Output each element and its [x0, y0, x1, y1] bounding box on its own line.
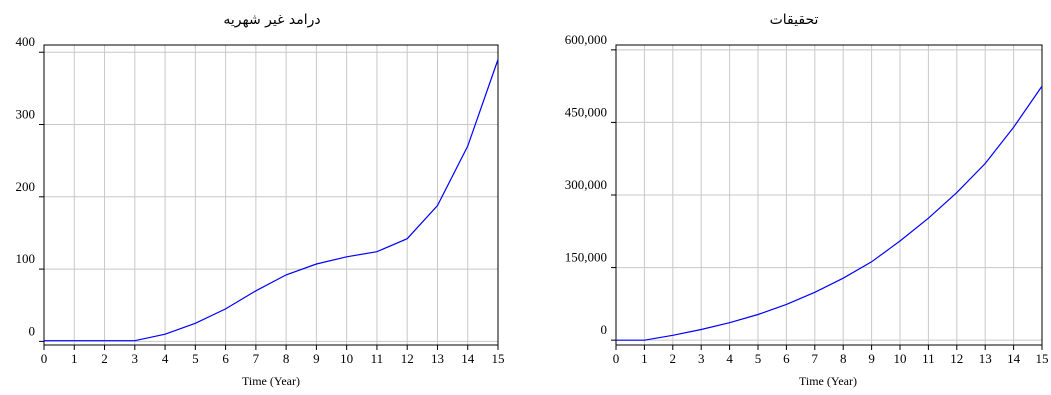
chart-non-tuition-income-svg: درامد غیر شهریه Time (Year) 0 1 2 3 4 5 6 7 8 9 10…: [16, 12, 505, 388]
x-tick-label: 1: [71, 351, 78, 366]
y-tick-label: 450,000: [565, 104, 607, 119]
series-line: [616, 85, 1043, 341]
y-tick-label: 200: [16, 179, 36, 194]
y-tick-label: 0: [601, 322, 608, 337]
x-tick-label: 11: [371, 351, 384, 366]
chart-non-tuition-income: درامد غیر شهریه Time (Year) 0 1 2 3 4 5 6 7 8 9 10…: [0, 0, 520, 390]
x-tick-label: 8: [283, 351, 290, 366]
x-tick-label: 3: [698, 351, 705, 366]
chart-title: تحقیقات: [770, 12, 819, 28]
x-axis-label: Time (Year): [799, 374, 857, 388]
x-tick-label: 9: [313, 351, 320, 366]
y-tick-label: 0: [29, 323, 36, 338]
plot-frame: [43, 44, 499, 346]
x-tick-label: 5: [755, 351, 762, 366]
x-tick-label: 10: [894, 351, 907, 366]
x-tick-label: 14: [461, 351, 475, 366]
y-tick-label: 300,000: [565, 177, 607, 192]
x-tick-label: 13: [979, 351, 992, 366]
y-tick-label: 100: [16, 251, 36, 266]
x-tick-label: 9: [868, 351, 875, 366]
y-tick-label: 600,000: [565, 32, 607, 47]
x-tick-label: 12: [950, 351, 963, 366]
y-tick-label: 300: [16, 107, 36, 122]
x-tick-label: 15: [1036, 351, 1049, 366]
x-tick-label: 12: [401, 351, 414, 366]
x-tick-label: 11: [922, 351, 935, 366]
x-tick-label: 10: [340, 351, 353, 366]
chart-research: تحقیقات Time (Year) 0 1 2 3 4 5 6 7 8 9 10 11 12 13 14…: [540, 0, 1051, 390]
x-tick-label: 3: [132, 351, 139, 366]
chart-title: درامد غیر شهریه: [223, 12, 320, 28]
chart-research-svg: تحقیقات Time (Year) 0 1 2 3 4 5 6 7 8 9 10 11 12 13 14…: [565, 12, 1049, 388]
y-tick-label: 150,000: [565, 250, 607, 265]
x-tick-label: 13: [431, 351, 444, 366]
series-line: [44, 59, 499, 342]
x-tick-label: 2: [670, 351, 677, 366]
x-tick-label: 2: [101, 351, 108, 366]
y-tick-label: 400: [16, 34, 36, 49]
x-tick-label: 7: [253, 351, 260, 366]
x-tick-label: 0: [613, 351, 620, 366]
x-axis-label: Time (Year): [242, 374, 300, 388]
x-tick-label: 4: [162, 351, 169, 366]
x-tick-label: 8: [840, 351, 847, 366]
x-tick-label: 15: [492, 351, 505, 366]
x-tick-label: 6: [222, 351, 229, 366]
x-tick-label: 1: [641, 351, 648, 366]
x-tick-label: 7: [812, 351, 819, 366]
x-tick-label: 0: [41, 351, 48, 366]
x-tick-label: 5: [192, 351, 199, 366]
x-tick-label: 14: [1007, 351, 1021, 366]
x-tick-label: 4: [726, 351, 733, 366]
x-tick-label: 6: [783, 351, 790, 366]
